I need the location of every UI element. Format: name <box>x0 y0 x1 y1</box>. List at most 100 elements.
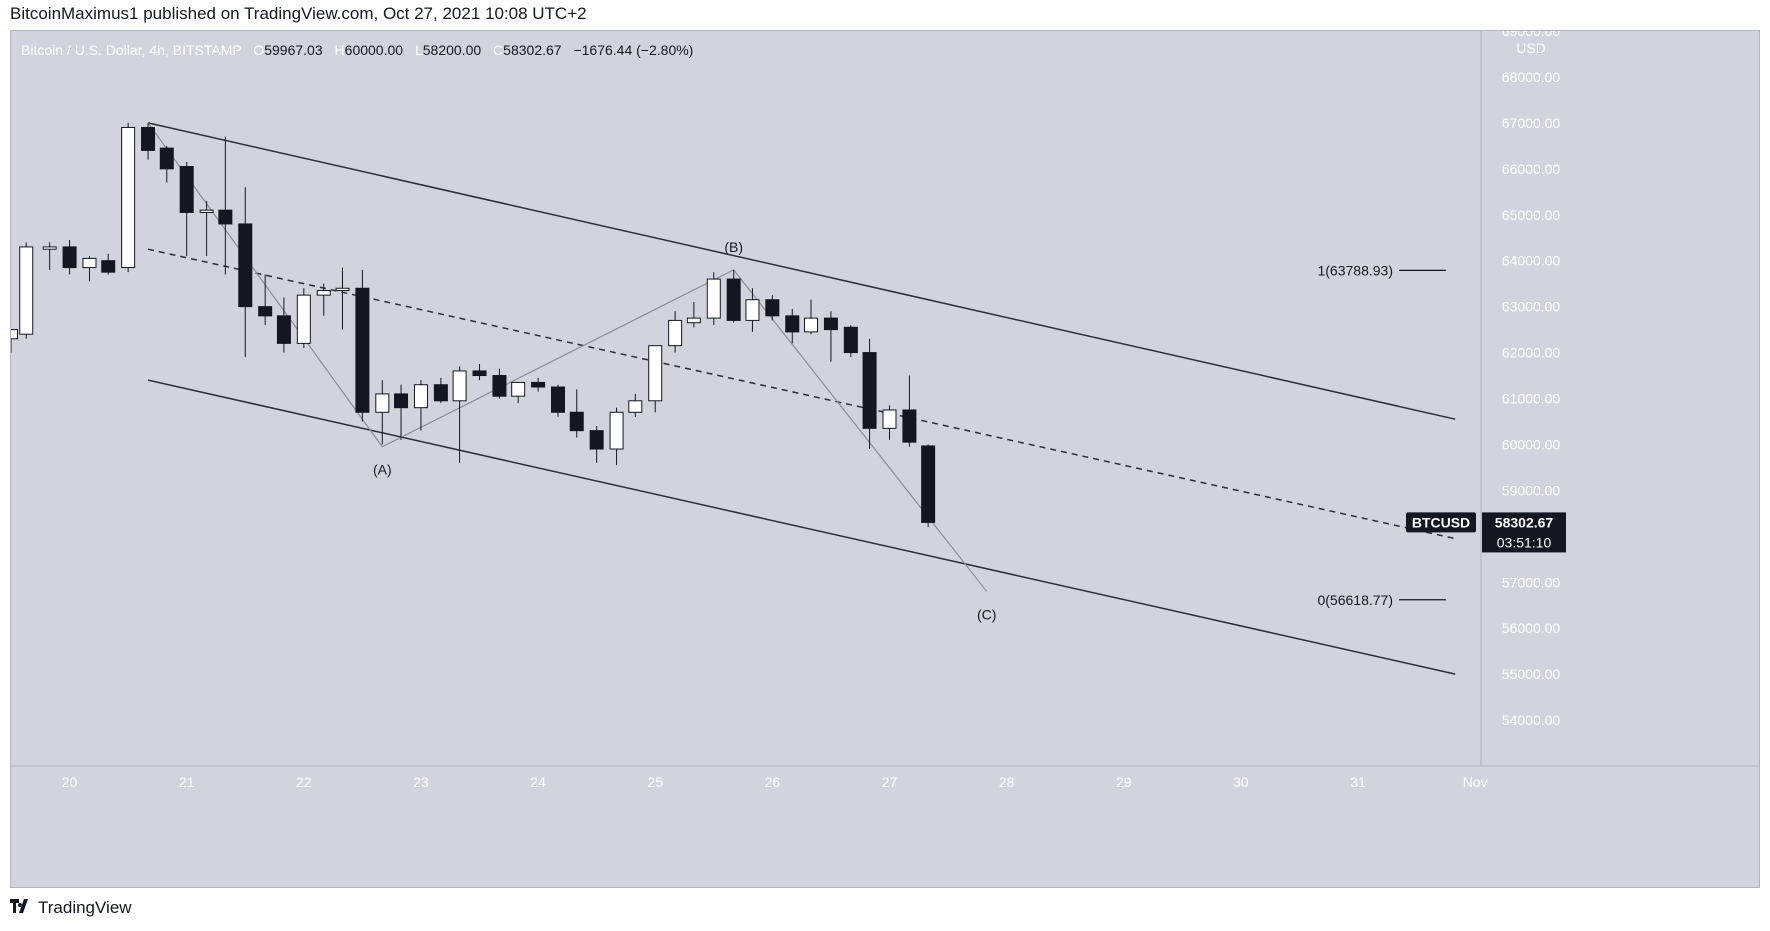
candle-body <box>726 278 741 321</box>
price-tick-label: 69000.00 <box>1502 31 1561 39</box>
candle-body <box>141 126 156 151</box>
candle-body <box>628 400 643 413</box>
open-value: 59967.03 <box>264 42 323 58</box>
candle-body <box>569 411 584 432</box>
time-tick-label: 23 <box>413 774 429 790</box>
price-tick-label: 67000.00 <box>1502 115 1561 131</box>
bear-candle <box>472 364 487 381</box>
low-value: 58200.00 <box>423 42 482 58</box>
candle-body <box>121 126 136 269</box>
open-label: O <box>253 42 264 58</box>
candle-body <box>472 370 487 377</box>
candle-body <box>452 370 467 402</box>
candle-body <box>316 290 331 296</box>
price-tick-label: 65000.00 <box>1502 207 1561 223</box>
symbol-title: Bitcoin / U.S. Dollar, 4h, BITSTAMP <box>21 42 241 58</box>
wave-label: (A) <box>373 462 392 478</box>
candle-body <box>355 287 370 413</box>
wave-label: (B) <box>724 239 743 255</box>
bear-candle <box>726 269 741 323</box>
bear-candle <box>276 297 291 353</box>
bear-candle <box>62 240 77 275</box>
candle-body <box>902 409 917 443</box>
high-label: H <box>335 42 345 58</box>
last-price-tag: BTCUSD 58302.67 03:51:10 <box>1406 512 1566 553</box>
time-tick-label: 28 <box>999 774 1015 790</box>
symbol-legend: Bitcoin / U.S. Dollar, 4h, BITSTAMP O599… <box>21 42 693 58</box>
bear-candle <box>159 145 174 183</box>
chart-panel[interactable]: (A) (B) (C) 1(63788.93) 0(56618.77) 54000.00… <box>4 23 1760 888</box>
bull-candle <box>609 407 624 466</box>
price-tick-label: 54000.00 <box>1502 712 1561 728</box>
candle-body <box>609 411 624 450</box>
candle-body <box>745 299 760 321</box>
price-tick-label: 57000.00 <box>1502 574 1561 590</box>
bear-candle <box>785 308 800 344</box>
change-value: −1676.44 (−2.80%) <box>573 42 693 58</box>
candle-body <box>589 430 604 450</box>
bull-candle <box>335 267 350 330</box>
candle-body <box>101 260 116 273</box>
candle-body <box>765 299 780 317</box>
candle-body <box>62 246 77 269</box>
bull-candle <box>316 283 331 316</box>
tradingview-brand: TradingView <box>38 898 132 917</box>
bear-candle <box>492 368 507 399</box>
bull-candle <box>511 381 526 404</box>
candle-body <box>511 381 526 397</box>
fib-level-label: 1(63788.93) <box>1317 262 1393 278</box>
tradingview-logo-icon <box>10 898 32 918</box>
bull-candle <box>42 242 57 270</box>
price-tick-label: 62000.00 <box>1502 345 1561 361</box>
price-tick-label: 61000.00 <box>1502 391 1561 407</box>
price-tick-label: 63000.00 <box>1502 299 1561 315</box>
bull-candle <box>375 380 390 445</box>
bear-candle <box>823 311 838 362</box>
time-tick-label: 21 <box>179 774 195 790</box>
plot-background <box>11 31 1481 766</box>
price-tick-label: 59000.00 <box>1502 482 1561 498</box>
candle-body <box>668 319 683 347</box>
bull-candle <box>19 242 34 339</box>
price-axis-unit: USD <box>1516 40 1546 56</box>
candle-body <box>921 445 936 523</box>
candle-body <box>882 409 897 429</box>
candle-body <box>218 209 233 225</box>
candle-body <box>551 386 566 413</box>
candle-body <box>492 375 507 397</box>
bull-candle <box>452 366 467 463</box>
bull-candle <box>413 380 428 431</box>
bull-candle <box>668 311 683 353</box>
candle-body <box>686 317 701 324</box>
time-tick-label: 30 <box>1233 774 1249 790</box>
time-tick-label: 31 <box>1350 774 1366 790</box>
bear-candle <box>921 444 936 528</box>
time-tick-label: 24 <box>530 774 546 790</box>
time-tick-label: 26 <box>765 774 781 790</box>
candle-body <box>394 393 409 409</box>
bull-candle <box>686 302 701 328</box>
bull-candle <box>745 288 760 332</box>
candle-body <box>375 393 390 413</box>
channel-upper-line <box>147 122 1456 420</box>
candle-body <box>82 257 97 269</box>
candlestick-chart[interactable]: (A) (B) (C) 1(63788.93) 0(56618.77) 54000.00… <box>4 23 1759 887</box>
bull-candle <box>82 256 97 282</box>
candle-body <box>862 352 877 429</box>
candle-body <box>199 209 214 213</box>
time-tick-label: 29 <box>1116 774 1132 790</box>
candle-body <box>159 147 174 170</box>
candle-body <box>706 278 721 319</box>
close-label: C <box>493 42 503 58</box>
candle-body <box>296 294 311 344</box>
close-value: 58302.67 <box>503 42 562 58</box>
candle-body <box>19 246 34 335</box>
time-tick-label: 25 <box>647 774 663 790</box>
bear-candle <box>258 274 273 325</box>
channel-lower-line <box>147 379 1456 675</box>
bear-candle <box>902 375 917 447</box>
svg-text:Bitcoin / U.S. Dollar, 4h, BIT: Bitcoin / U.S. Dollar, 4h, BITSTAMP O599… <box>21 42 693 58</box>
bull-candle <box>121 122 136 273</box>
bull-candle <box>199 200 214 257</box>
wave-label: (C) <box>977 606 996 622</box>
